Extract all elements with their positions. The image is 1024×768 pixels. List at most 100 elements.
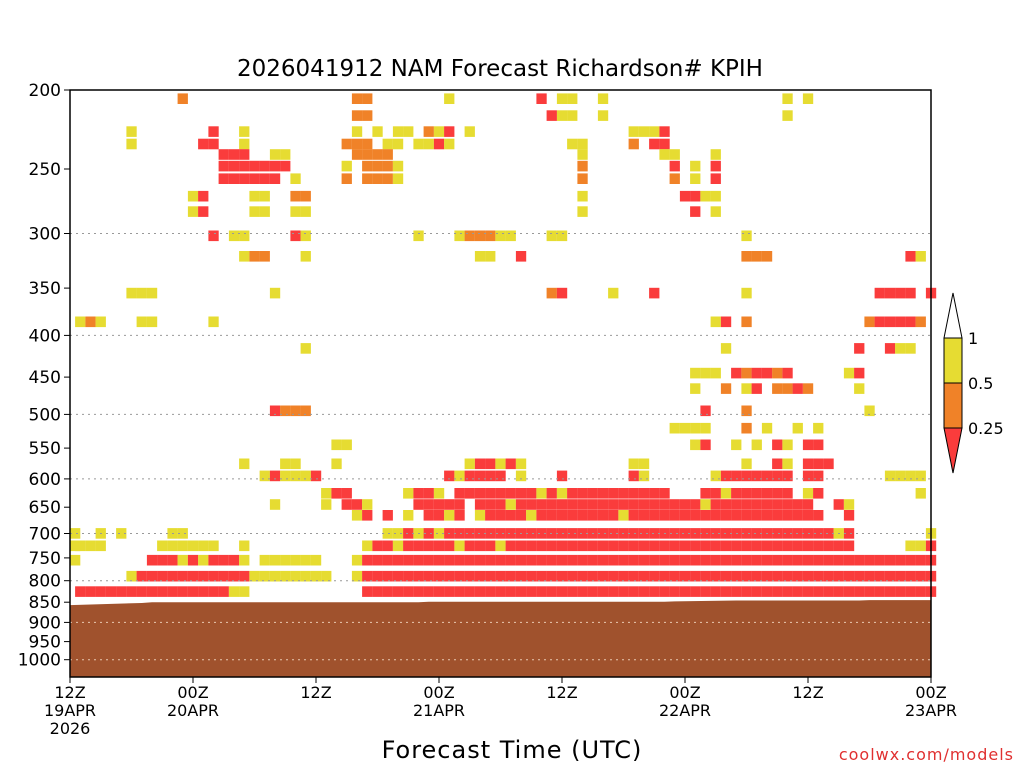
heatmap-cell: [331, 488, 342, 499]
heatmap-cell: [239, 138, 250, 150]
heatmap-cell: [761, 570, 773, 582]
y-axis: 200 250 300 350 400 450 500 550 600 650 700 750 8008…: [18, 81, 70, 671]
heatmap-cell: [597, 488, 609, 499]
heatmap-cell: [884, 287, 896, 299]
heatmap-cell: [536, 528, 547, 539]
heatmap-cell: [761, 510, 773, 521]
heatmap-cell: [403, 528, 414, 539]
heatmap-cell: [792, 570, 803, 582]
heatmap-cell: [577, 586, 588, 597]
heatmap-cell: [126, 138, 137, 150]
heatmap-cell: [433, 528, 445, 539]
heatmap-cell: [731, 586, 742, 597]
heatmap-cell: [526, 570, 537, 582]
heatmap-cell: [741, 383, 752, 394]
heatmap-cell: [690, 570, 701, 582]
y-tick-label: 400: [29, 326, 61, 346]
heatmap-cell: [454, 510, 465, 521]
heatmap-cell: [382, 510, 393, 521]
heatmap-cell: [618, 499, 629, 510]
heatmap-cell: [638, 488, 650, 499]
heatmap-cell: [679, 510, 691, 521]
heatmap-cell: [690, 510, 701, 521]
heatmap-cell: [362, 540, 373, 552]
heatmap-cell: [85, 586, 96, 597]
heatmap-cell: [679, 540, 691, 552]
heatmap-cell: [823, 528, 834, 539]
heatmap-cell: [567, 138, 578, 150]
heatmap-cell: [249, 206, 260, 217]
heatmap-cell: [403, 126, 414, 137]
heatmap-cell: [433, 554, 445, 566]
heatmap-cell: [228, 554, 240, 566]
heatmap-cell: [167, 586, 178, 597]
heatmap-cell: [300, 206, 311, 217]
heatmap-cell: [884, 343, 896, 354]
heatmap-cell: [843, 554, 855, 566]
heatmap-cell: [638, 554, 650, 566]
heatmap-cell: [259, 190, 270, 202]
heatmap-cell: [854, 570, 865, 582]
heatmap-cell: [392, 586, 404, 597]
heatmap-cell: [269, 287, 281, 299]
x-tick-label: 19APR: [44, 701, 96, 720]
heatmap-cell: [556, 510, 568, 521]
heatmap-cell: [382, 528, 393, 539]
heatmap-cell: [679, 554, 691, 566]
heatmap-cell: [731, 554, 742, 566]
colorbar-bottom-triangle: [943, 427, 963, 474]
heatmap-cell: [710, 499, 721, 510]
heatmap-cell: [146, 287, 158, 299]
heatmap-cell: [813, 554, 824, 566]
heatmap-cell: [505, 488, 516, 499]
heatmap-cell: [403, 488, 414, 499]
heatmap-cell: [485, 554, 496, 566]
x-tick-label: 00Z: [177, 683, 208, 702]
heatmap-cell: [659, 586, 670, 597]
heatmap-cell: [392, 160, 404, 172]
heatmap-cell: [628, 488, 639, 499]
heatmap-cell: [177, 540, 188, 552]
heatmap-cell: [567, 93, 578, 104]
heatmap-cell: [649, 510, 660, 521]
heatmap-cell: [116, 586, 127, 597]
heatmap-cell: [679, 422, 691, 434]
heatmap-cell: [351, 138, 363, 150]
heatmap-cell: [536, 510, 547, 521]
heatmap-cell: [659, 488, 670, 499]
heatmap-cell: [515, 251, 527, 262]
heatmap-cell: [638, 126, 650, 137]
heatmap-cell: [290, 570, 301, 582]
heatmap-cell: [772, 540, 783, 552]
heatmap-cell: [495, 510, 506, 521]
heatmap-cell: [823, 586, 834, 597]
heatmap-cell: [423, 499, 434, 510]
heatmap-cell: [382, 160, 393, 172]
heatmap-cell: [464, 126, 475, 137]
heatmap-cell: [433, 540, 445, 552]
heatmap-cell: [843, 499, 855, 510]
heatmap-cell: [813, 570, 824, 582]
heatmap-cell: [792, 383, 803, 394]
heatmap-cell: [218, 160, 229, 172]
heatmap-cell: [239, 149, 250, 160]
heatmap-cell: [526, 510, 537, 521]
x-tick-label: 00Z: [915, 683, 946, 702]
heatmap-cell: [864, 554, 875, 566]
heatmap-cell: [895, 343, 906, 354]
heatmap-cell: [75, 540, 86, 552]
heatmap-cell: [833, 499, 844, 510]
heatmap-cell: [187, 540, 199, 552]
heatmap-cell: [720, 540, 732, 552]
heatmap-cell: [679, 528, 691, 539]
heatmap-cell: [321, 499, 332, 510]
heatmap-cell: [187, 206, 199, 217]
heatmap-cell: [423, 540, 434, 552]
heatmap-cell: [823, 570, 834, 582]
heatmap-cell: [710, 470, 721, 482]
heatmap-cell: [710, 540, 721, 552]
heatmap-cell: [731, 570, 742, 582]
heatmap-cell: [782, 383, 793, 394]
heatmap-cell: [259, 160, 270, 172]
